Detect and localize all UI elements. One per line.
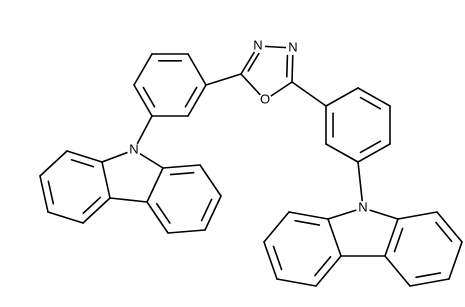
bond	[276, 278, 317, 287]
bond	[155, 202, 171, 224]
bond	[47, 180, 55, 205]
label-mask	[356, 201, 370, 215]
bond	[357, 143, 391, 163]
bond	[169, 171, 195, 176]
bond	[325, 87, 359, 107]
bond	[142, 86, 156, 108]
atom-label: N	[129, 141, 138, 156]
bond	[47, 211, 84, 224]
bond	[409, 278, 450, 287]
bond	[294, 219, 321, 226]
atom-labels: N N O N N	[127, 37, 370, 215]
bond	[187, 53, 207, 86]
atom-label: N	[358, 199, 367, 214]
bond	[325, 143, 359, 163]
bond	[384, 255, 411, 287]
bond	[82, 197, 111, 224]
bond	[187, 84, 207, 117]
bond	[200, 198, 213, 222]
bond	[435, 221, 453, 242]
bond	[357, 87, 391, 107]
bond	[101, 161, 111, 199]
bond	[327, 218, 342, 257]
bond	[109, 197, 148, 203]
label-mask	[127, 143, 141, 157]
bond	[359, 96, 382, 110]
bond	[66, 150, 103, 163]
bond	[39, 150, 68, 177]
bond	[205, 73, 242, 86]
bond	[199, 164, 222, 197]
bond	[288, 211, 329, 220]
bond	[184, 86, 198, 108]
bond	[291, 81, 327, 107]
bond	[384, 218, 399, 257]
bond	[393, 227, 404, 253]
bond	[359, 140, 382, 154]
bond	[415, 272, 442, 279]
bond	[448, 241, 463, 280]
bond	[263, 211, 290, 243]
atom-label: O	[260, 91, 270, 106]
bond	[247, 52, 260, 72]
atom-label: N	[288, 39, 297, 54]
bond	[133, 84, 153, 117]
bond	[204, 195, 222, 231]
bond	[357, 161, 364, 209]
bond	[162, 164, 201, 169]
bonds	[39, 45, 463, 287]
bond	[146, 201, 169, 234]
bond	[146, 167, 164, 203]
bond	[436, 211, 463, 243]
bond	[315, 255, 342, 287]
bond	[314, 255, 332, 277]
label-mask	[286, 41, 300, 55]
bond	[133, 53, 153, 86]
label-mask	[251, 39, 265, 53]
bond	[167, 229, 206, 234]
bond	[82, 196, 101, 214]
bond	[70, 158, 95, 168]
bond	[39, 175, 49, 213]
bond	[263, 241, 278, 280]
atom-label: N	[253, 37, 262, 52]
bond	[285, 54, 289, 78]
bond	[397, 211, 438, 220]
label-mask	[258, 93, 272, 107]
bond	[272, 245, 283, 271]
